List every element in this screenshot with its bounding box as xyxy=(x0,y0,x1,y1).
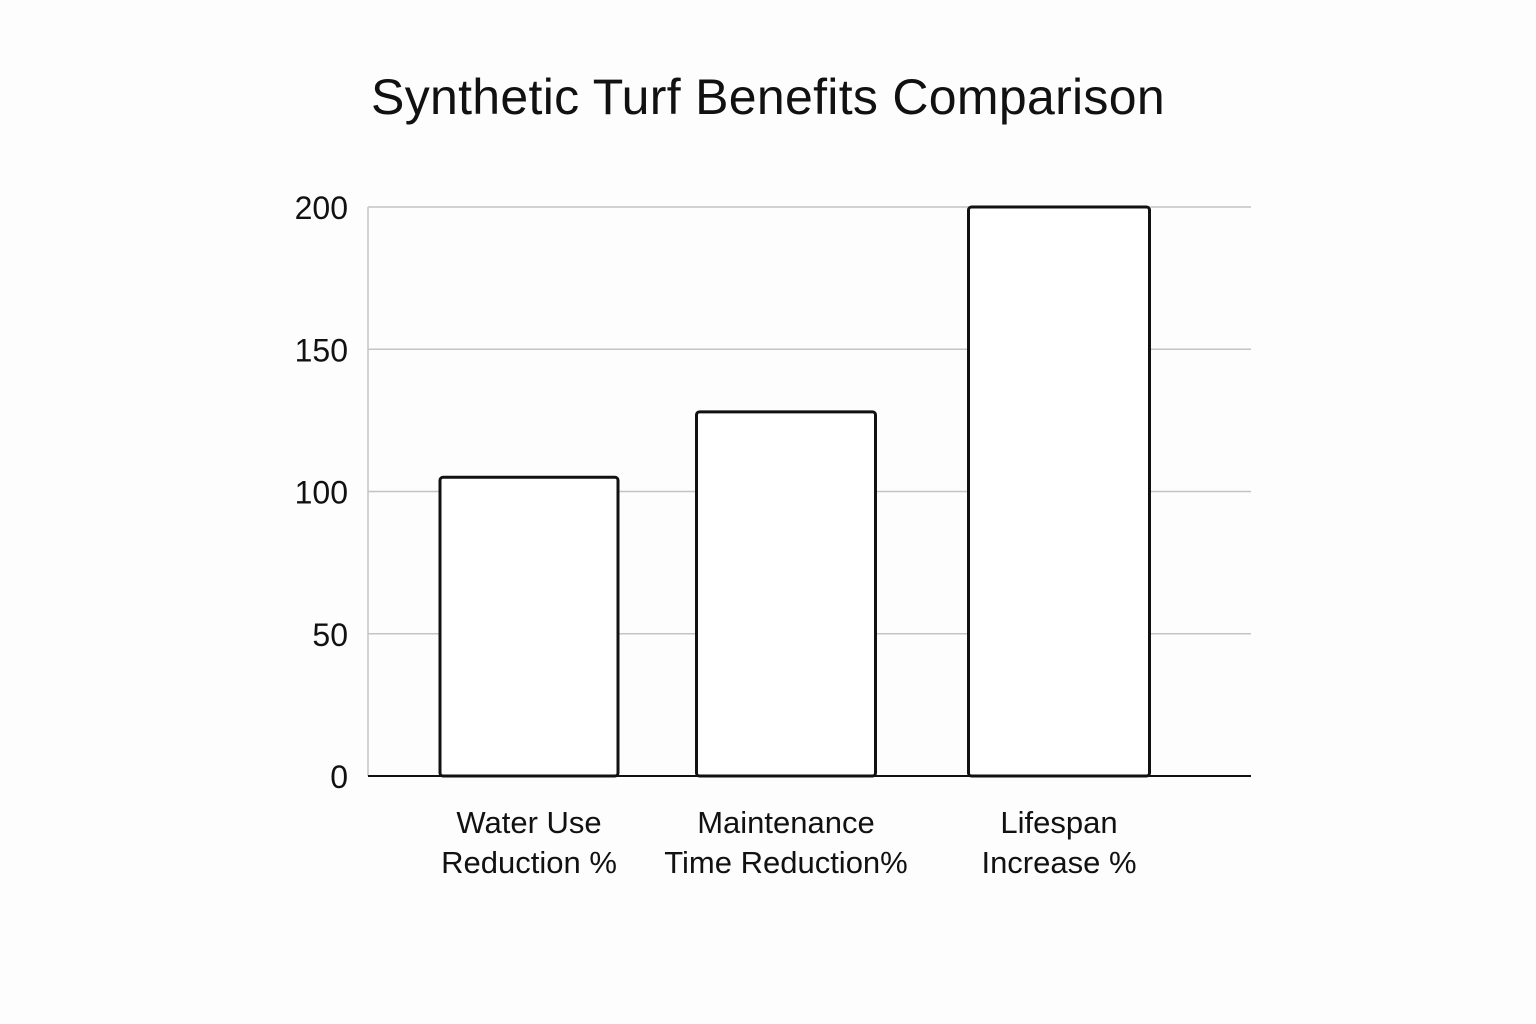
x-tick-label: Time Reduction% xyxy=(664,845,908,880)
y-axis-ticks: 0 50 100 150 200 xyxy=(295,190,348,795)
x-tick-label: Maintenance xyxy=(697,805,875,840)
x-tick-label: Water Use xyxy=(456,805,601,840)
y-tick-label: 150 xyxy=(295,332,348,368)
x-axis-labels: Water Use Reduction % Maintenance Time Redu… xyxy=(441,805,1136,880)
bar-0 xyxy=(438,475,620,778)
y-tick-label: 200 xyxy=(295,190,348,226)
y-tick-label: 50 xyxy=(312,617,348,653)
bars xyxy=(438,205,1151,778)
y-tick-label: 100 xyxy=(295,475,348,511)
x-tick-label: Increase % xyxy=(981,845,1136,880)
x-tick-label: Reduction % xyxy=(441,845,617,880)
bar-1 xyxy=(695,410,877,778)
y-tick-label: 0 xyxy=(330,759,348,795)
x-axis xyxy=(367,207,1251,777)
x-tick-label: Lifespan xyxy=(1000,805,1117,840)
chart-title: Synthetic Turf Benefits Comparison xyxy=(371,69,1165,125)
bar-2 xyxy=(967,205,1151,778)
